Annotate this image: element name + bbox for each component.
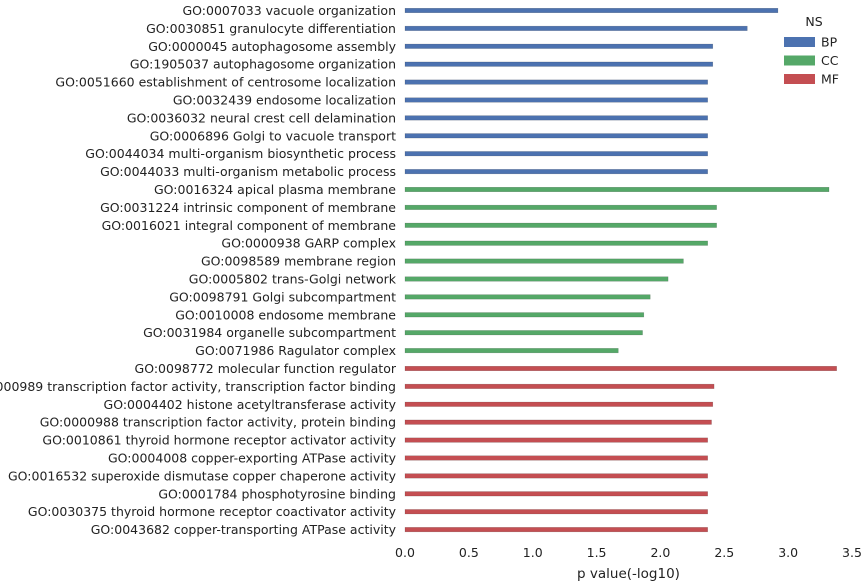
bar-cc <box>404 294 651 300</box>
bar-bp <box>404 133 708 139</box>
bar-bp <box>404 25 748 31</box>
category-label: GO:0098772 molecular function regulator <box>135 361 397 376</box>
bar-mf <box>404 473 708 479</box>
x-tick-label: 1.5 <box>587 545 607 560</box>
bar-bp <box>404 115 708 121</box>
bar-mf <box>404 383 715 389</box>
category-label: GO:0005802 trans-Golgi network <box>189 272 397 287</box>
bar-cc <box>404 312 645 318</box>
x-tick-label: 2.0 <box>650 545 670 560</box>
category-label: GO:0000988 transcription factor activity… <box>40 415 396 430</box>
bar-cc <box>404 222 717 228</box>
x-tick-label: 3.0 <box>778 545 798 560</box>
bar-cc <box>404 330 643 336</box>
legend-title: NS <box>805 14 822 29</box>
x-tick-labels-group: 0.0 0.5 1.0 1.5 2.0 2.5 3.0 3.5 <box>395 545 862 560</box>
category-label: GO:0030851 granulocyte differentiation <box>146 21 396 36</box>
category-label: GO:1905037 autophagosome organization <box>130 57 396 72</box>
category-label: GO:0000938 GARP complex <box>221 236 396 251</box>
category-label: GO:0043682 copper-transporting ATPase ac… <box>91 522 397 537</box>
legend-swatch-cc <box>784 55 815 66</box>
bar-cc <box>404 204 717 210</box>
bar-cc <box>404 348 619 354</box>
bar-mf <box>404 401 714 407</box>
bar-cc <box>404 258 684 264</box>
bars-group <box>404 8 837 533</box>
category-label: GO:0010861 thyroid hormone receptor acti… <box>42 433 396 448</box>
bar-mf <box>404 419 712 425</box>
bar-bp <box>404 97 708 103</box>
bar-mf <box>404 491 708 497</box>
category-label: GO:0031224 intrinsic component of membra… <box>100 200 396 215</box>
bar-mf <box>404 455 708 461</box>
category-label: GO:0071986 Ragulator complex <box>195 343 396 358</box>
legend-swatch-mf <box>784 74 815 84</box>
x-tick-label: 1.0 <box>523 545 543 560</box>
category-label: GO:0007033 vacuole organization <box>182 3 396 18</box>
category-label: GO:0016021 integral component of membran… <box>102 218 397 233</box>
bar-bp <box>404 79 708 85</box>
bar-mf <box>404 437 708 443</box>
bar-mf <box>404 509 708 515</box>
category-label: GO:0006896 Golgi to vacuole transport <box>150 128 396 143</box>
bar-cc <box>404 276 669 282</box>
legend-swatch-bp <box>784 37 815 47</box>
category-label: GO:0001784 phosphotyrosine binding <box>158 486 396 501</box>
category-label: GO:0016532 superoxide dismutase copper c… <box>8 468 397 483</box>
x-tick-label: 0.5 <box>459 545 479 560</box>
category-label: GO:0044033 multi-organism metabolic proc… <box>100 164 396 179</box>
bar-bp <box>404 169 708 175</box>
category-label: GO:0000989 transcription factor activity… <box>0 379 396 394</box>
category-label: GO:0004008 copper-exporting ATPase activ… <box>108 451 397 466</box>
legend-label-bp: BP <box>821 35 838 50</box>
bar-bp <box>404 8 779 13</box>
bar-cc <box>404 187 830 192</box>
category-label: GO:0030375 thyroid hormone receptor coac… <box>28 504 397 519</box>
bar-bp <box>404 43 714 49</box>
category-label: GO:0004402 histone acetyltransferase act… <box>104 397 397 412</box>
legend-label-cc: CC <box>821 53 839 68</box>
x-axis-title: p value(-log10) <box>577 566 680 582</box>
x-tick-label: 2.5 <box>714 545 734 560</box>
x-tick-label: 0.0 <box>395 545 415 560</box>
category-label: GO:0016324 apical plasma membrane <box>154 182 396 197</box>
bar-mf <box>404 527 708 533</box>
category-label: GO:0098589 membrane region <box>201 254 396 269</box>
category-label: GO:0032439 endosome localization <box>173 93 396 108</box>
x-tick-label: 3.5 <box>842 545 862 560</box>
category-label: GO:0044034 multi-organism biosynthetic p… <box>85 146 396 161</box>
legend-entries: BP CC MF <box>784 35 839 87</box>
legend: NS BP CC MF <box>784 14 839 87</box>
legend-label-mf: MF <box>821 72 839 87</box>
category-label: GO:0036032 neural crest cell delaminatio… <box>127 110 396 125</box>
category-label: GO:0000045 autophagosome assembly <box>148 39 396 54</box>
category-label: GO:0031984 organelle subcompartment <box>143 325 396 340</box>
category-label: GO:0010008 endosome membrane <box>175 307 396 322</box>
category-labels-group: GO:0007033 vacuole organization GO:003085… <box>0 3 397 537</box>
bar-mf <box>404 366 837 371</box>
category-label: GO:0051660 establishment of centrosome l… <box>55 75 396 90</box>
bar-bp <box>404 151 708 157</box>
bar-cc <box>404 240 708 246</box>
bar-bp <box>404 61 714 67</box>
category-label: GO:0098791 Golgi subcompartment <box>169 289 396 304</box>
